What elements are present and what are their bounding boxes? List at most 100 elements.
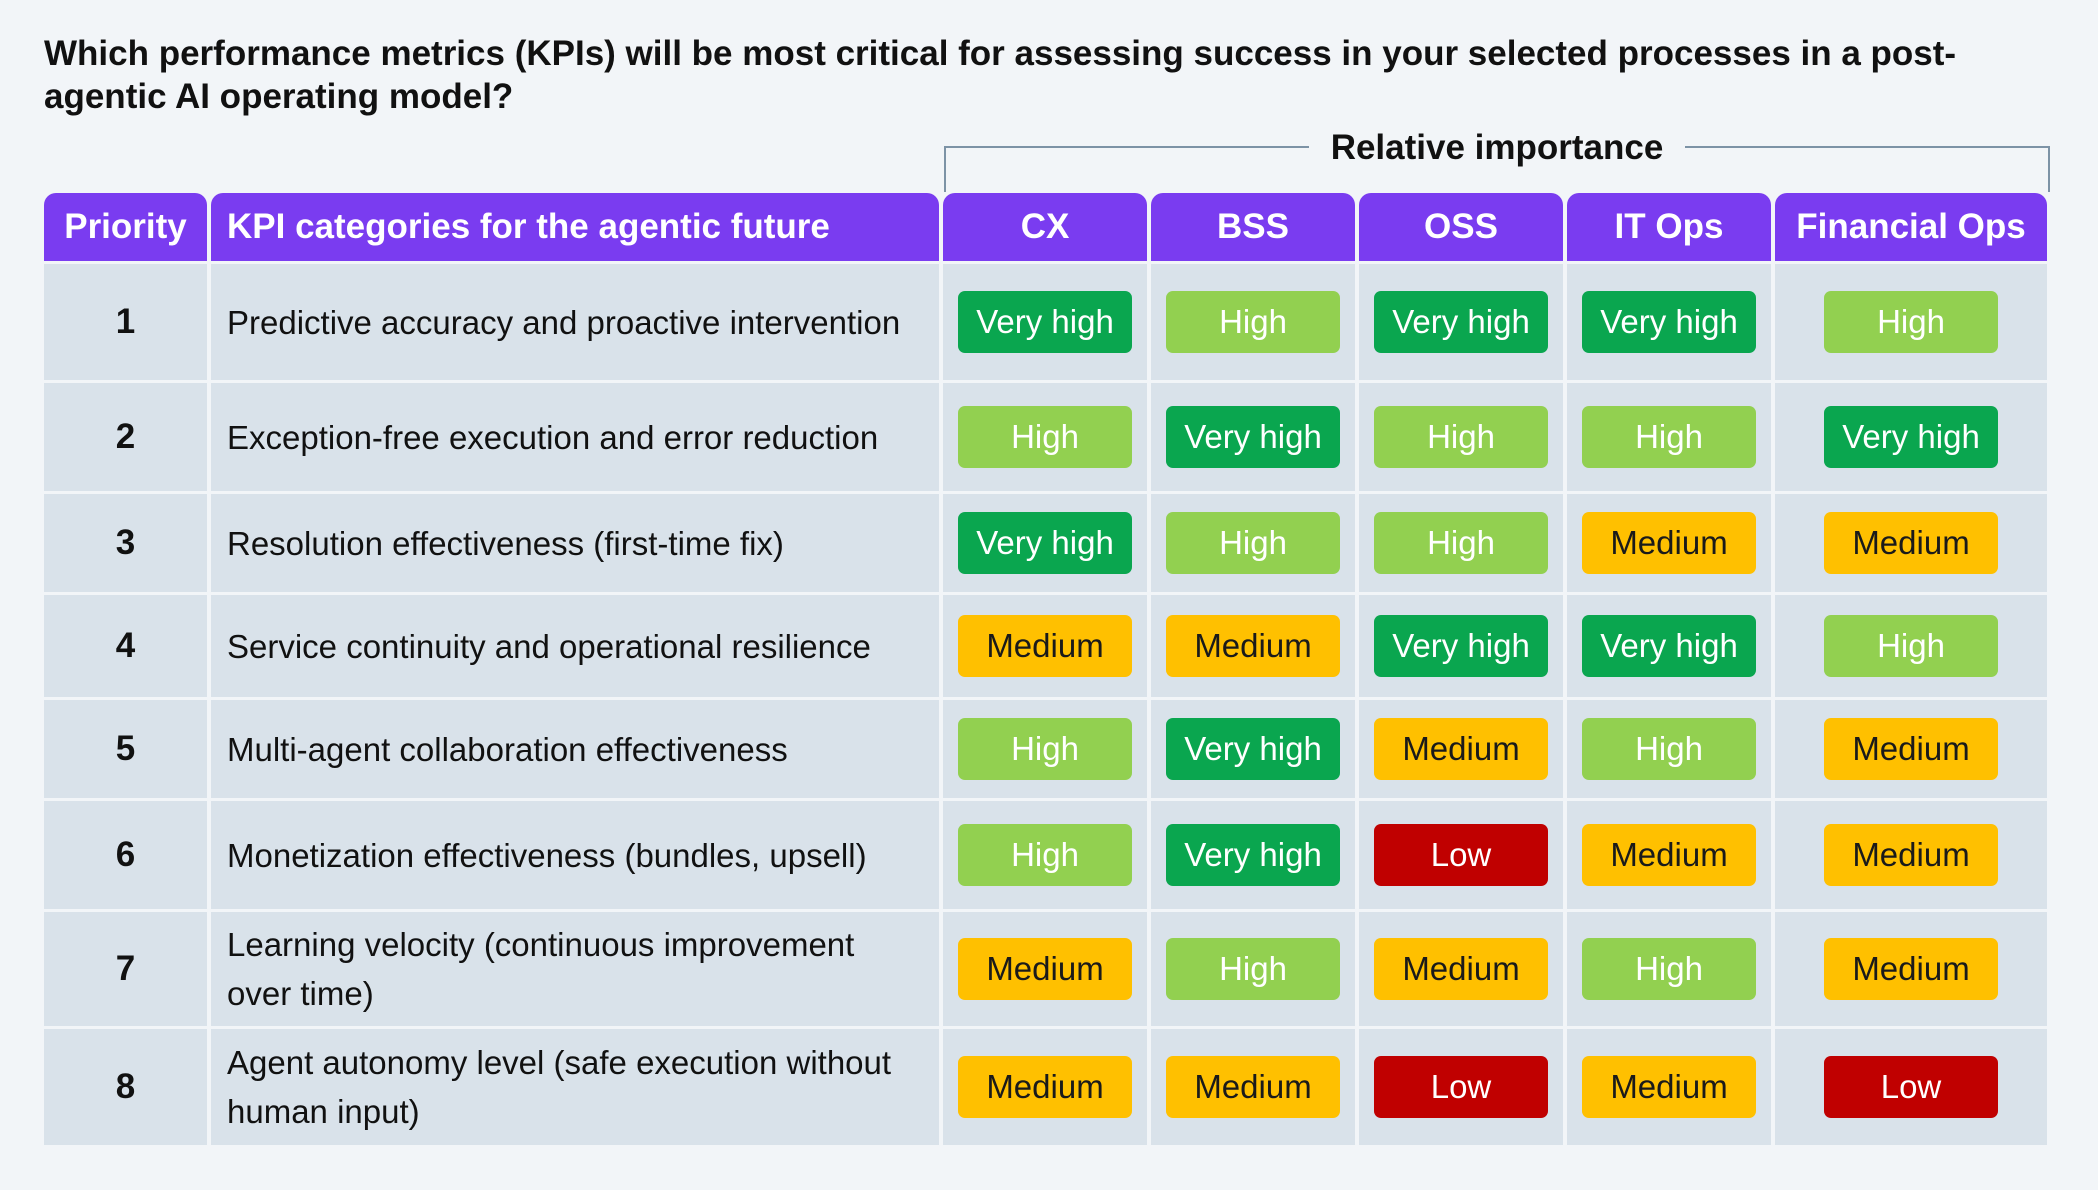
table-row: 2 Exception-free execution and error redu… bbox=[44, 383, 2047, 491]
importance-badge: Very high bbox=[1166, 406, 1340, 468]
importance-badge: High bbox=[1374, 406, 1548, 468]
kpi-label: Exception-free execution and error reduc… bbox=[211, 383, 939, 491]
value-cell: High bbox=[1567, 912, 1771, 1026]
value-cell: High bbox=[1151, 264, 1355, 380]
kpi-table: Priority KPI categories for the agentic … bbox=[40, 190, 2051, 1148]
col-header-oss: OSS bbox=[1359, 193, 1563, 261]
kpi-label: Multi-agent collaboration effectiveness bbox=[211, 700, 939, 798]
header-row: Priority KPI categories for the agentic … bbox=[44, 193, 2047, 261]
value-cell: Medium bbox=[943, 595, 1147, 697]
col-header-kpi: KPI categories for the agentic future bbox=[211, 193, 939, 261]
importance-badge: High bbox=[958, 824, 1132, 886]
importance-badge: High bbox=[1582, 938, 1756, 1000]
importance-badge: High bbox=[1166, 291, 1340, 353]
priority-cell: 1 bbox=[44, 264, 207, 380]
value-cell: Medium bbox=[1775, 700, 2047, 798]
importance-badge: Very high bbox=[1166, 718, 1340, 780]
importance-badge: High bbox=[1166, 938, 1340, 1000]
importance-badge: Medium bbox=[1166, 1056, 1340, 1118]
value-cell: Low bbox=[1359, 1029, 1563, 1145]
value-cell: Very high bbox=[1359, 595, 1563, 697]
kpi-label: Resolution effectiveness (first-time fix… bbox=[211, 494, 939, 592]
importance-badge: Very high bbox=[1166, 824, 1340, 886]
value-cell: Medium bbox=[943, 912, 1147, 1026]
relative-importance-bracket: Relative importance bbox=[944, 128, 2050, 194]
importance-badge: Medium bbox=[1824, 824, 1998, 886]
col-header-it-ops: IT Ops bbox=[1567, 193, 1771, 261]
priority-cell: 3 bbox=[44, 494, 207, 592]
importance-badge: Medium bbox=[1166, 615, 1340, 677]
value-cell: Medium bbox=[1359, 912, 1563, 1026]
table-row: 4 Service continuity and operational resi… bbox=[44, 595, 2047, 697]
kpi-label: Monetization effectiveness (bundles, ups… bbox=[211, 801, 939, 909]
value-cell: High bbox=[1775, 264, 2047, 380]
priority-cell: 7 bbox=[44, 912, 207, 1026]
table-row: 6 Monetization effectiveness (bundles, up… bbox=[44, 801, 2047, 909]
importance-badge: Medium bbox=[1374, 718, 1548, 780]
importance-badge: Medium bbox=[1824, 718, 1998, 780]
importance-badge: Medium bbox=[1582, 824, 1756, 886]
value-cell: Medium bbox=[1567, 494, 1771, 592]
importance-badge: High bbox=[1374, 512, 1548, 574]
priority-cell: 5 bbox=[44, 700, 207, 798]
importance-badge: Very high bbox=[1582, 291, 1756, 353]
bracket-right-tick bbox=[2048, 146, 2050, 192]
value-cell: Medium bbox=[1567, 801, 1771, 909]
importance-badge: High bbox=[958, 406, 1132, 468]
priority-cell: 4 bbox=[44, 595, 207, 697]
value-cell: High bbox=[943, 383, 1147, 491]
importance-badge: Very high bbox=[1374, 291, 1548, 353]
value-cell: High bbox=[943, 801, 1147, 909]
group-header: Relative importance bbox=[1308, 128, 1686, 167]
table-row: 3 Resolution effectiveness (first-time fi… bbox=[44, 494, 2047, 592]
value-cell: High bbox=[1567, 383, 1771, 491]
value-cell: High bbox=[1359, 383, 1563, 491]
value-cell: Low bbox=[1775, 1029, 2047, 1145]
priority-cell: 8 bbox=[44, 1029, 207, 1145]
chart-title: Which performance metrics (KPIs) will be… bbox=[44, 34, 1957, 116]
importance-badge: Low bbox=[1824, 1056, 1998, 1118]
value-cell: High bbox=[1775, 595, 2047, 697]
importance-badge: High bbox=[1824, 615, 1998, 677]
value-cell: High bbox=[1359, 494, 1563, 592]
col-header-financial-ops: Financial Ops bbox=[1775, 193, 2047, 261]
importance-badge: Very high bbox=[958, 291, 1132, 353]
table-row: 5 Multi-agent collaboration effectiveness… bbox=[44, 700, 2047, 798]
value-cell: High bbox=[943, 700, 1147, 798]
value-cell: Very high bbox=[1567, 264, 1771, 380]
value-cell: Medium bbox=[1151, 1029, 1355, 1145]
value-cell: Medium bbox=[943, 1029, 1147, 1145]
value-cell: Medium bbox=[1359, 700, 1563, 798]
col-header-bss: BSS bbox=[1151, 193, 1355, 261]
value-cell: High bbox=[1151, 912, 1355, 1026]
value-cell: High bbox=[1151, 494, 1355, 592]
value-cell: Very high bbox=[943, 494, 1147, 592]
table-row: 1 Predictive accuracy and proactive inter… bbox=[44, 264, 2047, 380]
value-cell: Very high bbox=[1151, 383, 1355, 491]
importance-badge: Very high bbox=[1582, 615, 1756, 677]
importance-badge: Very high bbox=[958, 512, 1132, 574]
importance-badge: Medium bbox=[1374, 938, 1548, 1000]
table-row: 7 Learning velocity (continuous improveme… bbox=[44, 912, 2047, 1026]
importance-badge: Very high bbox=[1824, 406, 1998, 468]
priority-cell: 2 bbox=[44, 383, 207, 491]
value-cell: Very high bbox=[1775, 383, 2047, 491]
importance-badge: Medium bbox=[958, 615, 1132, 677]
importance-badge: High bbox=[1582, 718, 1756, 780]
value-cell: Very high bbox=[1359, 264, 1563, 380]
value-cell: Medium bbox=[1775, 494, 2047, 592]
value-cell: High bbox=[1567, 700, 1771, 798]
importance-badge: Low bbox=[1374, 824, 1548, 886]
kpi-label: Predictive accuracy and proactive interv… bbox=[211, 264, 939, 380]
priority-cell: 6 bbox=[44, 801, 207, 909]
value-cell: Very high bbox=[1151, 801, 1355, 909]
value-cell: Medium bbox=[1775, 912, 2047, 1026]
importance-badge: Medium bbox=[958, 938, 1132, 1000]
importance-badge: High bbox=[1166, 512, 1340, 574]
importance-badge: Low bbox=[1374, 1056, 1548, 1118]
value-cell: Medium bbox=[1151, 595, 1355, 697]
value-cell: Medium bbox=[1567, 1029, 1771, 1145]
bracket-left-tick bbox=[944, 146, 946, 192]
importance-badge: Medium bbox=[1582, 1056, 1756, 1118]
importance-badge: Medium bbox=[1582, 512, 1756, 574]
